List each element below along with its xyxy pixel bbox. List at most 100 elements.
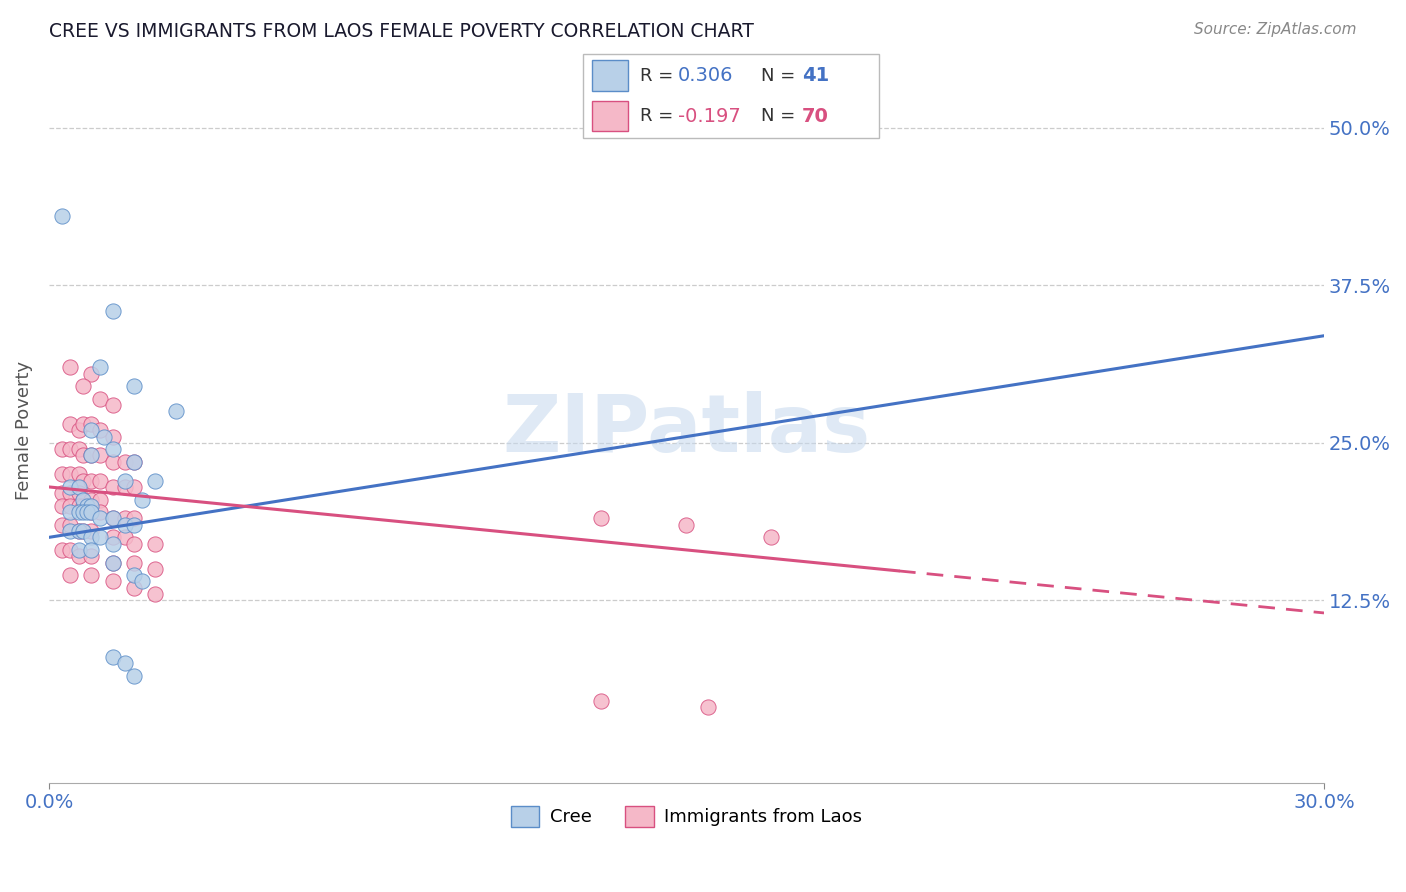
Point bbox=[80, 524, 103, 538]
Text: N =: N = bbox=[761, 107, 800, 125]
Point bbox=[101, 530, 124, 544]
Point bbox=[59, 505, 82, 519]
Point bbox=[143, 562, 166, 576]
Point bbox=[67, 499, 90, 513]
Point bbox=[76, 499, 98, 513]
Point bbox=[80, 417, 103, 431]
Point bbox=[101, 398, 124, 412]
Point bbox=[591, 511, 613, 525]
Point bbox=[122, 455, 145, 469]
Point bbox=[131, 574, 153, 589]
Point bbox=[101, 536, 124, 550]
Point bbox=[591, 694, 613, 708]
Point bbox=[80, 543, 103, 558]
Point bbox=[114, 517, 136, 532]
Point bbox=[59, 517, 82, 532]
Point bbox=[72, 492, 94, 507]
Point bbox=[122, 517, 145, 532]
Point bbox=[89, 392, 111, 406]
Point bbox=[114, 511, 136, 525]
Point bbox=[67, 467, 90, 482]
Point bbox=[696, 700, 718, 714]
Point bbox=[122, 480, 145, 494]
Point bbox=[101, 511, 124, 525]
Point bbox=[101, 303, 124, 318]
Text: R =: R = bbox=[640, 67, 679, 85]
Point bbox=[80, 505, 103, 519]
Point bbox=[101, 511, 124, 525]
FancyBboxPatch shape bbox=[583, 54, 879, 138]
Point bbox=[122, 455, 145, 469]
Text: 41: 41 bbox=[801, 66, 830, 85]
Point bbox=[114, 657, 136, 671]
Point bbox=[72, 524, 94, 538]
Point bbox=[122, 568, 145, 582]
Point bbox=[51, 209, 73, 223]
Point bbox=[114, 455, 136, 469]
Legend: Cree, Immigrants from Laos: Cree, Immigrants from Laos bbox=[503, 798, 870, 834]
Text: 0.306: 0.306 bbox=[678, 66, 734, 85]
Point bbox=[114, 530, 136, 544]
Point bbox=[59, 360, 82, 375]
Point bbox=[80, 449, 103, 463]
Y-axis label: Female Poverty: Female Poverty bbox=[15, 360, 32, 500]
Point bbox=[89, 423, 111, 437]
Point bbox=[80, 367, 103, 381]
Point bbox=[143, 474, 166, 488]
Point bbox=[59, 543, 82, 558]
Point bbox=[80, 449, 103, 463]
Point bbox=[59, 499, 82, 513]
Point bbox=[59, 486, 82, 500]
Point bbox=[51, 543, 73, 558]
Point bbox=[67, 543, 90, 558]
Text: -0.197: -0.197 bbox=[678, 107, 741, 126]
Point bbox=[89, 530, 111, 544]
Point bbox=[122, 536, 145, 550]
Point bbox=[67, 524, 90, 538]
Point bbox=[51, 499, 73, 513]
Point bbox=[51, 486, 73, 500]
Point bbox=[67, 480, 90, 494]
Point bbox=[59, 568, 82, 582]
Point bbox=[72, 379, 94, 393]
Point bbox=[89, 505, 111, 519]
Point bbox=[51, 467, 73, 482]
Point bbox=[675, 517, 697, 532]
Point bbox=[89, 511, 111, 525]
Point bbox=[89, 449, 111, 463]
Point bbox=[67, 486, 90, 500]
Text: Source: ZipAtlas.com: Source: ZipAtlas.com bbox=[1194, 22, 1357, 37]
Point bbox=[101, 556, 124, 570]
Point bbox=[51, 517, 73, 532]
Point bbox=[101, 650, 124, 665]
Point bbox=[72, 505, 94, 519]
Point bbox=[143, 587, 166, 601]
Point bbox=[122, 669, 145, 683]
Point bbox=[72, 449, 94, 463]
Point bbox=[76, 505, 98, 519]
Point bbox=[80, 530, 103, 544]
Point bbox=[761, 530, 783, 544]
Point bbox=[72, 499, 94, 513]
Point bbox=[80, 474, 103, 488]
Point bbox=[72, 474, 94, 488]
Text: N =: N = bbox=[761, 67, 800, 85]
Point bbox=[72, 492, 94, 507]
Point bbox=[67, 423, 90, 437]
Point bbox=[89, 492, 111, 507]
Point bbox=[67, 549, 90, 564]
Point bbox=[80, 423, 103, 437]
Point bbox=[72, 524, 94, 538]
Point bbox=[89, 360, 111, 375]
Point bbox=[80, 568, 103, 582]
Point bbox=[122, 581, 145, 595]
Point bbox=[131, 492, 153, 507]
Point bbox=[59, 467, 82, 482]
Point bbox=[101, 429, 124, 443]
Point bbox=[101, 455, 124, 469]
Point bbox=[67, 505, 90, 519]
Point bbox=[122, 511, 145, 525]
Point bbox=[59, 442, 82, 457]
FancyBboxPatch shape bbox=[592, 101, 627, 131]
FancyBboxPatch shape bbox=[592, 61, 627, 91]
